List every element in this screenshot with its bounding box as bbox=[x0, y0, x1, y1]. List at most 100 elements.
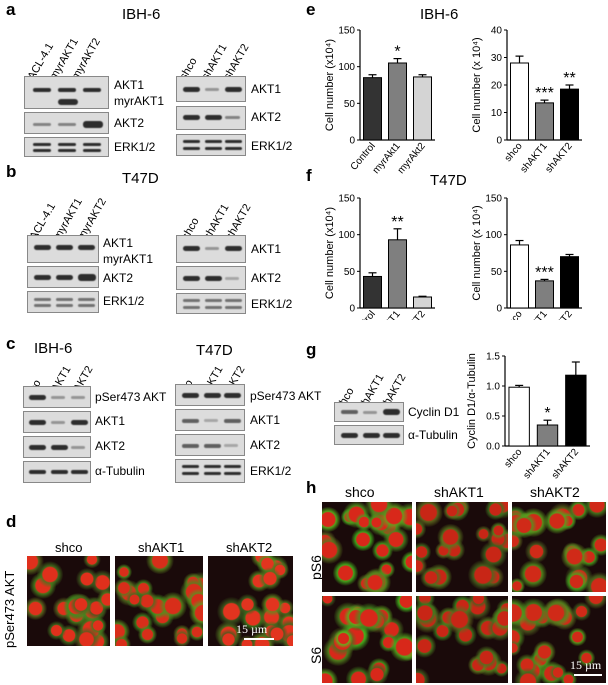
blot-akt2 bbox=[27, 266, 99, 288]
micrograph bbox=[512, 596, 606, 683]
cell-blob bbox=[146, 556, 174, 575]
bar-chart-e-right: 0 10 20 30 40 Cell number (x 10⁴) shco *** shAKT… bbox=[471, 26, 582, 175]
cell-blob bbox=[237, 635, 257, 646]
band-label: ERK1/2 bbox=[114, 140, 156, 154]
y-tick-label: 40 bbox=[491, 26, 503, 37]
panel-d-label: d bbox=[6, 512, 17, 531]
y-tick-label: 30 bbox=[491, 53, 503, 64]
significance-mark: ** bbox=[391, 214, 403, 231]
panel-g-label: g bbox=[306, 340, 317, 359]
cell-blob bbox=[490, 521, 508, 540]
y-tick-label: 150 bbox=[485, 194, 502, 205]
blot-tubulin bbox=[23, 461, 91, 483]
micrograph bbox=[27, 556, 110, 646]
cell-blob bbox=[116, 563, 133, 580]
y-tick-label: 1.5 bbox=[486, 352, 500, 363]
cell-blob bbox=[584, 502, 606, 518]
blot-cyclind1 bbox=[334, 402, 404, 422]
cell-blob bbox=[36, 561, 64, 588]
blot-akt2 bbox=[176, 266, 246, 290]
panel-b-title: T47D bbox=[122, 170, 159, 187]
band-label: AKT2 bbox=[251, 271, 282, 285]
blot-erk bbox=[175, 459, 245, 483]
panel-e-title: IBH-6 bbox=[420, 6, 459, 23]
panel-e-label: e bbox=[306, 0, 316, 19]
category-label: shco bbox=[502, 447, 524, 471]
cell-blob bbox=[188, 598, 203, 627]
y-axis-label: Cell number (x 10⁴) bbox=[471, 205, 483, 300]
y-tick-label: 50 bbox=[344, 99, 356, 110]
panel-c-title-right: T47D bbox=[196, 342, 233, 359]
y-axis-label: Cell number (x10⁴) bbox=[324, 39, 336, 131]
y-tick-label: 0 bbox=[349, 304, 355, 315]
cell-blob bbox=[437, 523, 464, 551]
cell-blob bbox=[322, 596, 336, 607]
y-axis-label: Cell number (x 10⁴) bbox=[471, 37, 483, 132]
blot-akt1 bbox=[23, 411, 91, 433]
band-label: myrAKT1 bbox=[103, 252, 154, 266]
cell-blob bbox=[282, 631, 293, 646]
cell-blob bbox=[27, 597, 47, 620]
cell-blob bbox=[491, 605, 508, 631]
micrograph bbox=[322, 502, 412, 592]
significance-mark: *** bbox=[535, 85, 554, 102]
micrograph bbox=[416, 596, 508, 683]
category-label: shAKT2 bbox=[544, 309, 576, 320]
bar bbox=[510, 62, 529, 141]
blot-akt2 bbox=[23, 436, 91, 458]
category-label: shAKT1 bbox=[519, 309, 551, 320]
cell-blob bbox=[577, 649, 596, 667]
cell-blob bbox=[367, 514, 385, 532]
cell-blob bbox=[514, 667, 542, 683]
cell-blob bbox=[541, 598, 570, 627]
blot-tubulin bbox=[334, 425, 404, 445]
category-label: shco bbox=[503, 141, 525, 165]
band-label: AKT2 bbox=[114, 116, 145, 130]
significance-mark: * bbox=[394, 44, 400, 61]
cell-blob bbox=[394, 596, 412, 613]
micrograph bbox=[322, 596, 412, 683]
panel-a-label: a bbox=[6, 0, 16, 19]
cell-blob bbox=[351, 527, 375, 552]
scale-bar-label: 15 µm bbox=[236, 622, 268, 636]
bar bbox=[413, 76, 432, 141]
cell-blob bbox=[188, 623, 203, 641]
y-axis-label: Cell number (x10⁴) bbox=[324, 207, 336, 299]
band-label: pSer473 AKT bbox=[250, 389, 322, 403]
micrograph bbox=[115, 556, 203, 646]
y-tick-label: 100 bbox=[485, 230, 502, 241]
y-tick-label: 50 bbox=[344, 267, 356, 278]
y-tick-label: 150 bbox=[338, 194, 355, 205]
panel-c-title-left: IBH-6 bbox=[34, 340, 73, 357]
category-label: shco bbox=[503, 309, 525, 320]
bar bbox=[363, 275, 382, 309]
blot-akt1 bbox=[176, 76, 246, 102]
band-label: AKT1 bbox=[251, 82, 282, 96]
cell-blob bbox=[383, 527, 409, 553]
band-label: Cyclin D1 bbox=[408, 405, 460, 419]
cell-blob bbox=[345, 665, 372, 683]
cell-blob bbox=[512, 598, 528, 629]
cell-blob bbox=[416, 555, 428, 577]
y-tick-label: 10 bbox=[491, 108, 503, 119]
cell-blob bbox=[512, 640, 521, 657]
scale-bar bbox=[244, 638, 274, 640]
column-label: shAKT2 bbox=[530, 484, 580, 500]
cell-blob bbox=[115, 635, 132, 646]
cell-blob bbox=[401, 551, 412, 573]
cell-blob bbox=[364, 502, 393, 518]
cell-blob bbox=[559, 670, 577, 683]
band-label: myrAKT1 bbox=[114, 94, 165, 108]
cell-blob bbox=[97, 589, 110, 610]
micrograph bbox=[512, 502, 606, 592]
cell-blob bbox=[419, 566, 442, 589]
y-tick-label: 150 bbox=[338, 26, 355, 37]
cell-blob bbox=[70, 594, 92, 616]
blot-akt1 bbox=[175, 409, 245, 431]
bar bbox=[535, 280, 554, 309]
cell-blob bbox=[543, 507, 571, 535]
cell-blob bbox=[585, 572, 606, 592]
blot-erk bbox=[27, 291, 99, 313]
cell-blob bbox=[512, 512, 537, 539]
band-label: AKT2 bbox=[250, 438, 281, 452]
